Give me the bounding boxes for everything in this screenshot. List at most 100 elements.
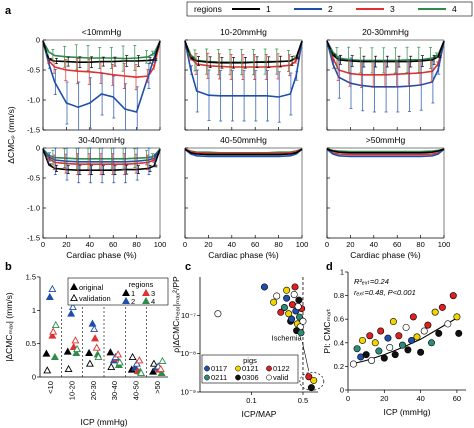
- d-x-tick-label: 20: [380, 394, 388, 403]
- a-x-tick-label: 0: [325, 240, 329, 249]
- b-chart: 0 0.5 1 1.5 <10 10-20 20-30 30-40 40-50 >50 ICP (m…: [4, 273, 169, 427]
- c-point: [214, 310, 222, 318]
- b-point: [132, 359, 141, 367]
- c-annotation-arrow: [302, 342, 310, 372]
- a-series-line: [42, 148, 161, 171]
- b-point: [88, 319, 97, 327]
- c-legend-label: 0122: [273, 364, 290, 373]
- a-series-line: [326, 148, 445, 156]
- d-point: [455, 329, 463, 337]
- c-legend-label: 0117: [211, 364, 227, 373]
- c-point: [273, 292, 281, 300]
- a-x-tick-label: 100: [154, 240, 167, 249]
- c-legend-label: 0121: [242, 364, 259, 373]
- b-point: [72, 348, 81, 357]
- b-point: [85, 348, 94, 357]
- a-legend-label: 3: [390, 4, 395, 14]
- d-point: [444, 320, 452, 328]
- a-legend-label: 4: [452, 4, 457, 14]
- d-point: [402, 323, 410, 331]
- b-y-tick-label: 1: [32, 306, 36, 315]
- a-x-tick-label: 20: [62, 240, 70, 249]
- a-series-line: [184, 148, 303, 154]
- c-legend-title: pigs: [243, 356, 257, 365]
- b-point: [48, 331, 57, 339]
- a-series-line: [42, 40, 161, 60]
- d-point: [353, 345, 361, 353]
- a-legend-box: [186, 1, 473, 17]
- b-point: [135, 356, 144, 364]
- a-subplot: <10mmHg 0 -0.5 -1.0 -1.5: [27, 27, 161, 135]
- b-x-tick-label: <10: [46, 381, 55, 394]
- a-series-line: [326, 40, 445, 88]
- b-point: [85, 359, 94, 367]
- a-series-line: [42, 40, 161, 113]
- a-panel-title: <10mmHg: [82, 27, 122, 37]
- a-y-tick-label: -1.0: [27, 204, 40, 213]
- b-legend-region-marker: [122, 288, 130, 297]
- b-point: [137, 368, 146, 377]
- b-x-tick-label: 20-30: [89, 381, 98, 400]
- d-y-tick-label: 1: [340, 268, 344, 277]
- c-legend-marker: [266, 365, 272, 372]
- b-legend-marker: [70, 293, 78, 302]
- a-subplot: >50mmHg 0 20 40 60 80 100 Cardiac phase (%): [325, 135, 450, 260]
- c-y-axis-label: ρ|ΔCMCₜₕₑₒᵣ|ₘₐₓ²/PP: [171, 276, 181, 353]
- b-point: [43, 366, 52, 374]
- b-point: [42, 349, 51, 357]
- b-point: [45, 292, 54, 301]
- d-point: [449, 292, 457, 300]
- d-point: [409, 313, 417, 321]
- a-series-line: [184, 148, 303, 158]
- d-point: [389, 318, 397, 326]
- d-point: [384, 334, 392, 342]
- b-point: [114, 350, 123, 358]
- d-y-axis-label: PI: CMCₘₒᵣₜ: [322, 308, 332, 353]
- c-x-tick-label: 0.1: [246, 396, 256, 405]
- b-legend-region-label: 1: [131, 289, 135, 298]
- a-panel-title: 40-50mmHg: [220, 135, 267, 145]
- a-panel-title: 30-40mmHg: [78, 135, 125, 145]
- a-series-line: [184, 41, 303, 98]
- d-stat-r: rₑₓₜ=0.48, P<0.001: [354, 288, 416, 297]
- c-point: [285, 310, 293, 318]
- b-legend-box: [67, 277, 169, 306]
- a-y-tick-label: -1.5: [27, 234, 40, 243]
- a-x-tick-label: 0: [41, 240, 45, 249]
- panel-letter-d: d: [326, 261, 333, 273]
- a-y-tick-label: -1.5: [27, 126, 40, 135]
- d-point: [386, 344, 394, 352]
- a-y-axis-label: ΔCMCₚ (mm/s): [6, 106, 16, 164]
- a-y-tick-label: -0.5: [27, 66, 40, 75]
- a-series-line: [326, 148, 445, 154]
- c-legend-label: 0211: [211, 373, 227, 382]
- d-point: [375, 347, 383, 355]
- a-subplot: 20-30mmHg: [326, 27, 445, 131]
- a-x-tick-label: 40: [370, 240, 378, 249]
- d-point: [359, 336, 367, 344]
- b-y-axis-label: |ΔCMCₘₐₓ| (mm/s): [4, 292, 14, 362]
- a-panel-title: >50mmHg: [366, 135, 406, 145]
- b-point: [73, 344, 82, 353]
- b-point: [90, 324, 99, 333]
- d-point: [391, 351, 399, 359]
- c-point: [277, 308, 285, 316]
- a-x-tick-label: 40: [86, 240, 94, 249]
- b-point: [48, 284, 57, 293]
- d-x-tick-label: 40: [416, 394, 424, 403]
- b-legend-region-label: 4: [151, 297, 155, 306]
- c-point: [299, 317, 307, 325]
- panel-letter-a: a: [5, 5, 12, 17]
- a-x-tick-label: 100: [438, 240, 451, 249]
- b-point: [50, 352, 59, 361]
- b-point: [158, 356, 167, 365]
- b-y-tick-label: 0.5: [26, 339, 36, 348]
- c-point: [294, 302, 302, 310]
- a-subplot: 40-50mmHg 0 20 40 60 80 100 Cardiac phase (%): [183, 135, 308, 260]
- b-legend-marker: [70, 282, 78, 291]
- a-legend-label: 2: [328, 4, 333, 14]
- a-series-line: [326, 40, 445, 62]
- b-point: [91, 334, 100, 342]
- c-legend-marker: [266, 374, 272, 381]
